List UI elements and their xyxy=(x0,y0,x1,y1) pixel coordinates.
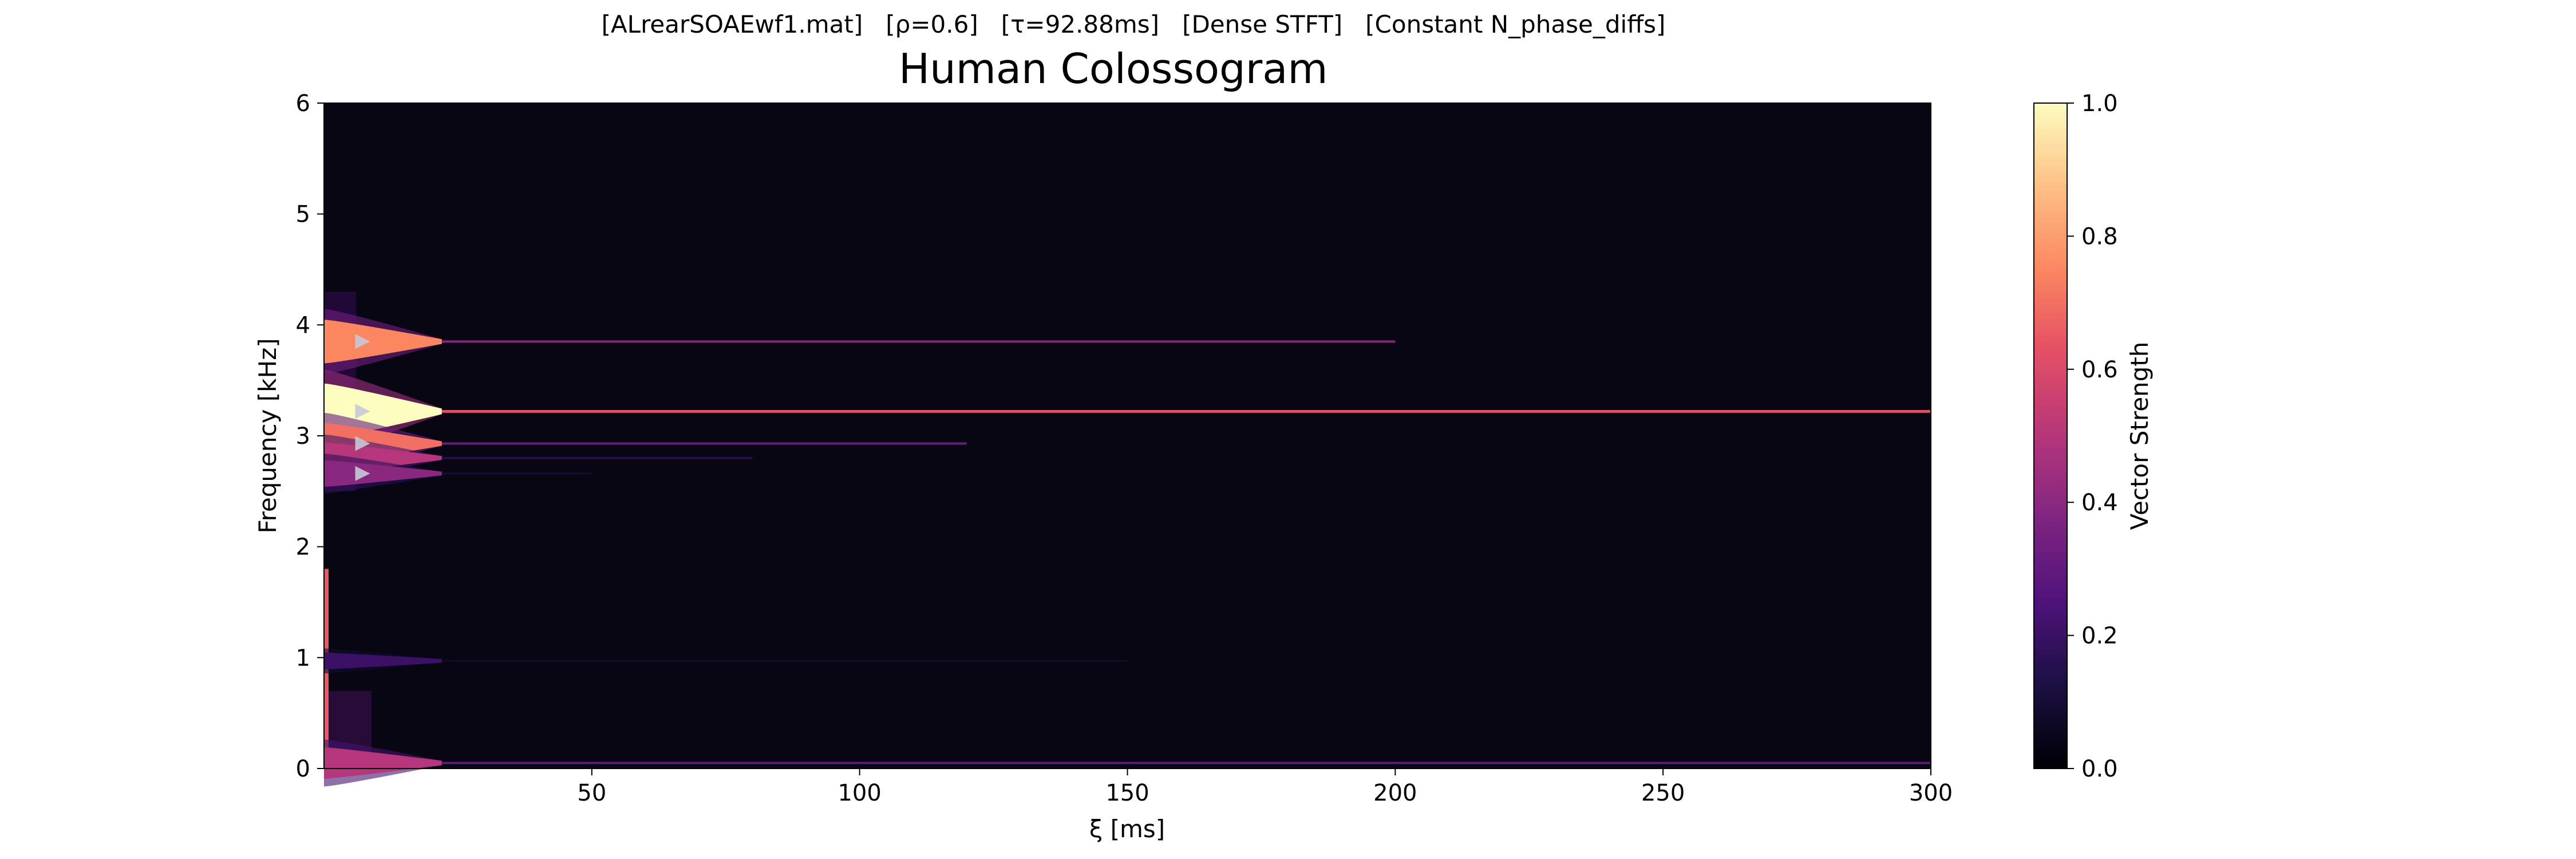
y-tick-label: 5 xyxy=(296,202,310,228)
x-tick-label: 150 xyxy=(1105,780,1149,806)
y-tick-label: 0 xyxy=(296,756,310,782)
x-tick-label: 250 xyxy=(1641,780,1685,806)
peak-line xyxy=(441,340,1396,343)
peak-marker xyxy=(355,404,370,419)
x-tick-label: 50 xyxy=(577,780,606,806)
colorbar-tick-label: 0.6 xyxy=(2081,357,2118,383)
x-axis-label: ξ [ms] xyxy=(1089,815,1165,843)
chart-title: Human Colossogram xyxy=(899,45,1328,93)
colorbar xyxy=(2033,103,2068,769)
peak-line xyxy=(441,762,1931,765)
peak-line xyxy=(441,409,1931,413)
peak-marker xyxy=(355,436,370,451)
peak-line xyxy=(441,442,967,445)
peak-markers xyxy=(355,334,370,481)
x-tick-label: 300 xyxy=(1909,780,1953,806)
colorbar-tick-label: 1.0 xyxy=(2081,90,2118,117)
colorbar-tick-label: 0.2 xyxy=(2081,623,2118,649)
colorbar-ticks: 0.0 0.2 0.4 0.6 0.8 1.0 xyxy=(2067,90,2118,782)
y-tick-label: 2 xyxy=(296,534,310,561)
peak-line xyxy=(441,457,753,459)
colorbar-label: Vector Strength xyxy=(2125,342,2154,530)
y-tick-label: 1 xyxy=(296,645,310,671)
peak-line xyxy=(441,472,592,475)
y-tick-label: 3 xyxy=(296,423,310,450)
heatmap-layer xyxy=(324,291,1931,787)
y-axis-label: Frequency [kHz] xyxy=(254,338,282,533)
peak-marker xyxy=(355,466,370,481)
colorbar-tick-label: 0.4 xyxy=(2081,490,2118,516)
heatmap-background xyxy=(324,103,1931,769)
peak-onset xyxy=(324,460,442,487)
peak-onset xyxy=(324,320,442,364)
x-axis-ticks: 50 100 150 200 250 300 xyxy=(577,769,1953,806)
colorbar-tick-label: 0.0 xyxy=(2081,756,2118,782)
peak-marker xyxy=(355,334,370,349)
y-tick-label: 4 xyxy=(296,312,310,338)
x-tick-label: 200 xyxy=(1373,780,1417,806)
x-tick-label: 100 xyxy=(837,780,881,806)
colorbar-tick-label: 0.8 xyxy=(2081,223,2118,250)
peak-onset xyxy=(324,652,442,669)
figure-suptitle: [ALrearSOAEwf1.mat] [ρ=0.6] [τ=92.88ms] … xyxy=(601,10,1666,38)
peak-onset xyxy=(324,747,442,779)
y-axis-ticks: 0 1 2 3 4 5 6 xyxy=(296,90,324,782)
peak-line xyxy=(441,660,1128,662)
y-tick-label: 6 xyxy=(296,90,310,117)
